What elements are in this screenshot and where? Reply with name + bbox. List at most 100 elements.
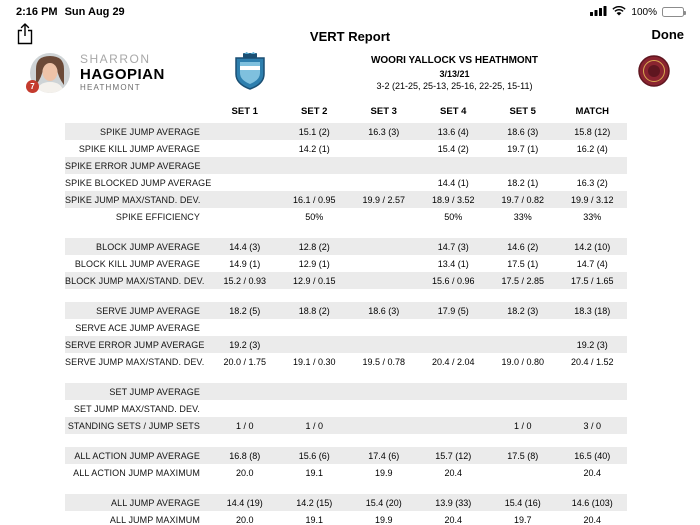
cell-value: 19.9 / 2.57 (362, 194, 406, 205)
row-label: ALL ACTION JUMP AVERAGE (74, 450, 200, 461)
cell-value: 20.0 / 1.75 (223, 356, 267, 367)
cell-value: 16.1 / 0.95 (292, 194, 336, 205)
cell-value: 50% (444, 211, 463, 222)
row-label: BLOCK JUMP MAX/STAND. DEV. (65, 275, 205, 286)
player-last-name: HAGOPIAN (80, 65, 165, 83)
row-label: SPIKE EFFICIENCY (115, 211, 200, 222)
share-icon[interactable] (16, 23, 34, 50)
table-row: STANDING SETS / JUMP SETS 1 / 0 1 / 0 1 / 0… (65, 417, 627, 434)
status-date: Sun Aug 29 (64, 6, 125, 18)
cell-value: 13.6 (4) (437, 126, 469, 137)
table-group: BLOCK JUMP AVERAGE 14.4 (3) 12.8 (2) 14.7 (… (65, 238, 627, 289)
cell-value: 15.8 (12) (574, 126, 611, 137)
cell-value: 20.0 (235, 467, 254, 478)
table-row: SPIKE JUMP MAX/STAND. DEV. 16.1 / 0.95 19.… (65, 191, 627, 208)
cell-value: 18.2 (3) (507, 305, 539, 316)
row-label: SERVE JUMP AVERAGE (96, 305, 200, 316)
cell-value: 15.1 (2) (298, 126, 330, 137)
table-row: ALL ACTION JUMP MAXIMUM 20.0 19.1 19.9 20.4 2… (65, 464, 627, 481)
cell-value: 16.2 (4) (576, 143, 608, 154)
column-header: MATCH (575, 106, 610, 117)
row-label: BLOCK KILL JUMP AVERAGE (74, 258, 200, 269)
table-row: BLOCK JUMP AVERAGE 14.4 (3) 12.8 (2) 14.7 (… (65, 238, 627, 255)
battery-icon (662, 7, 686, 17)
report-header: 7 SHARRON HAGOPIAN HEATHMONT WOORI YALLO… (0, 50, 700, 100)
cell-value: 19.7 / 0.82 (501, 194, 545, 205)
row-label: SPIKE ERROR JUMP AVERAGE (65, 160, 201, 171)
table-group: ALL JUMP AVERAGE 14.4 (19) 14.2 (15) 15.4 (… (65, 494, 627, 525)
row-label: SERVE JUMP MAX/STAND. DEV. (65, 356, 205, 367)
table-row: SPIKE EFFICIENCY 50% 50% 33% 33% (65, 208, 627, 225)
cell-value: 16.3 (3) (368, 126, 400, 137)
row-label: SET JUMP MAX/STAND. DEV. (73, 403, 200, 414)
cell-value: 19.9 (374, 467, 393, 478)
page-title: VERT Report (309, 28, 391, 44)
cell-value: 15.4 (2) (437, 143, 469, 154)
cell-value: 17.9 (5) (437, 305, 469, 316)
column-header: SET 2 (301, 106, 328, 117)
column-header: SET 5 (509, 106, 536, 117)
cell-value: 14.9 (1) (229, 258, 261, 269)
row-label: ALL JUMP AVERAGE (111, 497, 200, 508)
cell-value: 16.5 (40) (574, 450, 611, 461)
cell-value: 14.2 (15) (296, 497, 333, 508)
cell-value: 12.9 / 0.15 (292, 275, 336, 286)
cell-value: 19.1 (305, 467, 324, 478)
done-button[interactable]: Done (651, 27, 685, 42)
cell-value: 13.9 (33) (435, 497, 472, 508)
player-first-name: SHARRON (80, 52, 151, 67)
cell-value: 1 / 0 (235, 420, 254, 431)
table-row: SET JUMP MAX/STAND. DEV. (65, 400, 627, 417)
cell-value: 18.2 (5) (229, 305, 261, 316)
cell-value: 33% (583, 211, 602, 222)
cell-value: 13.4 (1) (437, 258, 469, 269)
row-label: SERVE ACE JUMP AVERAGE (75, 322, 200, 333)
cell-value: 20.4 / 1.52 (570, 356, 614, 367)
cell-value: 16.8 (8) (229, 450, 261, 461)
cell-value: 20.4 / 2.04 (431, 356, 475, 367)
table-header-row: SET 1 SET 2 SET 3 SET 4 SET 5 MATCH (65, 104, 627, 119)
status-bar: 2:16 PM Sun Aug 29 100% (0, 0, 700, 22)
table-group: ALL ACTION JUMP AVERAGE 16.8 (8) 15.6 (6) 1… (65, 447, 627, 481)
row-label: BLOCK JUMP AVERAGE (96, 241, 200, 252)
cell-value: 14.4 (3) (229, 241, 261, 252)
cell-value: 14.7 (3) (437, 241, 469, 252)
table-row: SERVE ERROR JUMP AVERAGE 19.2 (3) 19.2 (3) (65, 336, 627, 353)
cell-value: 20.4 (583, 514, 602, 525)
cell-value: 19.7 (1) (507, 143, 539, 154)
table-row: ALL JUMP MAXIMUM 20.0 19.1 19.9 20.4 19.7 20.4 (65, 511, 627, 525)
cell-value: 19.5 / 0.78 (362, 356, 406, 367)
away-team-logo (638, 54, 670, 92)
cell-value: 17.5 (1) (507, 258, 539, 269)
cell-value: 15.2 / 0.93 (223, 275, 267, 286)
table-row: SERVE ACE JUMP AVERAGE (65, 319, 627, 336)
status-time: 2:16 PM (16, 6, 58, 18)
report-table: SPIKE JUMP AVERAGE 15.1 (2) 16.3 (3) 13.6 (… (0, 123, 700, 525)
cell-value: 14.6 (2) (507, 241, 539, 252)
table-group: SET JUMP AVERAGE SET JUMP MAX/STAND. DEV.… (65, 383, 627, 434)
cell-value: 50% (305, 211, 324, 222)
match-title: WOORI YALLOCK VS HEATHMONT (370, 55, 539, 67)
row-label: SPIKE BLOCKED JUMP AVERAGE (65, 177, 212, 188)
player-number-badge: 7 (26, 80, 39, 93)
cell-value: 18.6 (3) (368, 305, 400, 316)
battery-percent: 100% (631, 6, 657, 18)
cell-value: 1 / 0 (513, 420, 532, 431)
cell-value: 1 / 0 (305, 420, 323, 431)
cell-value: 14.4 (19) (226, 497, 263, 508)
home-team-logo (233, 51, 267, 95)
cell-value: 20.4 (444, 514, 463, 525)
cell-value: 14.7 (4) (576, 258, 608, 269)
table-group: SPIKE JUMP AVERAGE 15.1 (2) 16.3 (3) 13.6 (… (65, 123, 627, 225)
column-header: SET 3 (370, 106, 397, 117)
cellular-icon (590, 5, 607, 19)
cell-value: 19.9 / 3.12 (570, 194, 614, 205)
table-group: SERVE JUMP AVERAGE 18.2 (5) 18.8 (2) 18.6 (… (65, 302, 627, 370)
cell-value: 17.4 (6) (368, 450, 400, 461)
row-label: ALL ACTION JUMP MAXIMUM (73, 467, 200, 478)
cell-value: 15.6 (6) (298, 450, 330, 461)
column-header: SET 4 (440, 106, 467, 117)
cell-value: 19.2 (3) (576, 339, 608, 350)
cell-value: 20.4 (444, 467, 463, 478)
cell-value: 19.1 (305, 514, 324, 525)
